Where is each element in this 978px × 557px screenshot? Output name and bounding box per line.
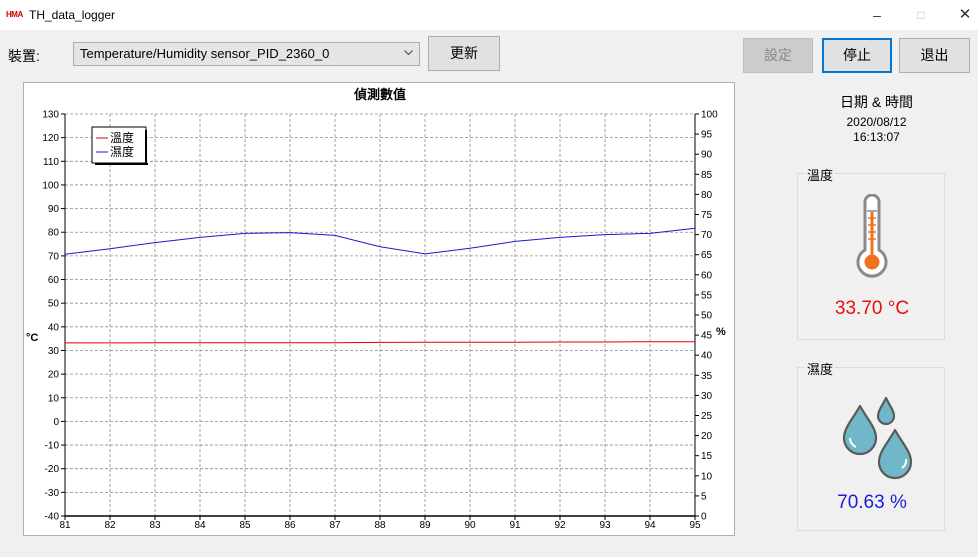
y-right-tick-label: 55 xyxy=(701,290,713,301)
series-line-1 xyxy=(64,227,696,255)
line-chart: 1301201101009080706050403020100-10-20-30… xyxy=(26,87,726,531)
y-right-tick-label: 40 xyxy=(701,351,713,362)
x-tick-label: 88 xyxy=(374,520,386,531)
stop-button[interactable]: 停止 xyxy=(822,38,892,73)
y-left-tick-label: 110 xyxy=(43,157,59,168)
x-tick-label: 83 xyxy=(149,520,161,531)
datetime-label: 日期 & 時間 xyxy=(839,94,914,110)
y-left-tick-label: 70 xyxy=(48,251,60,262)
y-right-tick-label: 75 xyxy=(701,210,713,221)
close-button[interactable]: ✕ xyxy=(958,6,972,23)
chart-panel: 130 120 110 100 90 80 70 60 50 40 30 20 10 0 -10 -20 -30… xyxy=(23,82,735,536)
y-left-tick-label: 80 xyxy=(48,228,60,239)
y-right-tick-label: 50 xyxy=(701,311,713,322)
humidity-value: 70.63 % xyxy=(837,492,907,513)
y-right-tick-label: 20 xyxy=(701,431,713,442)
y-left-tick-label: -10 xyxy=(45,441,60,452)
y-right-tick-label: 70 xyxy=(701,230,713,241)
humidity-group: 濕度 70.63 % xyxy=(797,359,945,531)
y-right-tick-label: 60 xyxy=(701,270,713,281)
x-tick-label: 92 xyxy=(554,520,566,531)
minimize-button[interactable]: – xyxy=(873,7,881,23)
x-tick-label: 94 xyxy=(644,520,656,531)
time-value: 16:13:07 xyxy=(853,130,900,144)
title-bar: HMA TH_data_logger – □ ✕ xyxy=(0,0,978,30)
y-left-tick-label: 50 xyxy=(48,299,60,310)
refresh-button[interactable]: 更新 xyxy=(428,36,500,71)
x-tick-label: 89 xyxy=(419,520,431,531)
y-left-tick-label: -40 xyxy=(45,512,60,523)
y-right-tick-label: 25 xyxy=(701,411,713,422)
y-left-tick-label: 100 xyxy=(42,180,59,191)
x-tick-label: 81 xyxy=(59,520,71,531)
y-right-tick-label: 95 xyxy=(701,130,713,141)
y-axis-left-label: °C xyxy=(26,332,38,344)
y-right-tick-label: 90 xyxy=(701,150,713,161)
date-value: 2020/08/12 xyxy=(846,115,907,129)
x-tick-label: 86 xyxy=(284,520,296,531)
x-tick-label: 85 xyxy=(239,520,251,531)
thermometer-icon xyxy=(852,193,892,287)
y-right-tick-label: 100 xyxy=(701,110,718,121)
temperature-group: 溫度 33.70 °C xyxy=(797,165,945,340)
x-tick-label: 91 xyxy=(509,520,521,531)
y-right-tick-label: 85 xyxy=(701,170,713,181)
y-right-tick-label: 65 xyxy=(701,250,713,261)
window-title: TH_data_logger xyxy=(29,8,116,22)
legend-label-0: 溫度 xyxy=(110,130,134,145)
y-left-tick-label: 90 xyxy=(48,204,60,215)
chart-title: 偵測數值 xyxy=(353,87,406,102)
legend-label-1: 濕度 xyxy=(110,144,134,159)
app-logo-icon: HMA xyxy=(6,10,23,19)
x-tick-label: 93 xyxy=(599,520,611,531)
y-right-tick-label: 15 xyxy=(701,451,713,462)
humidity-group-title: 濕度 xyxy=(805,359,836,378)
maximize-button[interactable]: □ xyxy=(917,8,925,22)
settings-button[interactable]: 設定 xyxy=(743,38,813,73)
temperature-group-title: 溫度 xyxy=(805,165,836,184)
x-tick-label: 95 xyxy=(689,520,701,531)
y-left-tick-label: 10 xyxy=(48,393,60,404)
x-tick-label: 82 xyxy=(104,520,116,531)
x-tick-label: 84 xyxy=(194,520,206,531)
y-right-tick-label: 80 xyxy=(701,190,713,201)
y-right-tick-label: 10 xyxy=(701,471,713,482)
y-left-tick-label: 20 xyxy=(48,370,60,381)
x-tick-label: 87 xyxy=(329,520,341,531)
y-left-tick-label: 40 xyxy=(48,322,60,333)
y-right-tick-label: 30 xyxy=(701,391,713,402)
device-dropdown-value: Temperature/Humidity sensor_PID_2360_0 xyxy=(80,46,330,61)
water-drops-icon xyxy=(838,394,918,487)
y-left-tick-label: -20 xyxy=(45,464,60,475)
y-right-tick-label: 35 xyxy=(701,371,713,382)
y-left-tick-label: 30 xyxy=(48,346,60,357)
device-dropdown[interactable]: Temperature/Humidity sensor_PID_2360_0 xyxy=(73,42,420,66)
temperature-value: 33.70 °C xyxy=(834,298,910,319)
y-axis-right-label: % xyxy=(716,326,726,338)
device-label: 裝置: xyxy=(8,48,40,64)
y-left-tick-label: -30 xyxy=(45,488,60,499)
exit-button[interactable]: 退出 xyxy=(899,38,970,73)
y-left-tick-label: 60 xyxy=(48,275,60,286)
y-left-tick-label: 0 xyxy=(53,417,59,428)
y-right-tick-label: 45 xyxy=(701,331,713,342)
y-right-tick-label: 0 xyxy=(701,512,707,523)
series-line-0 xyxy=(65,341,695,344)
x-tick-label: 90 xyxy=(464,520,476,531)
y-left-tick-label: 130 xyxy=(42,110,59,121)
y-left-tick-label: 120 xyxy=(42,133,59,144)
chevron-down-icon xyxy=(404,46,413,62)
y-right-tick-label: 5 xyxy=(701,491,707,502)
